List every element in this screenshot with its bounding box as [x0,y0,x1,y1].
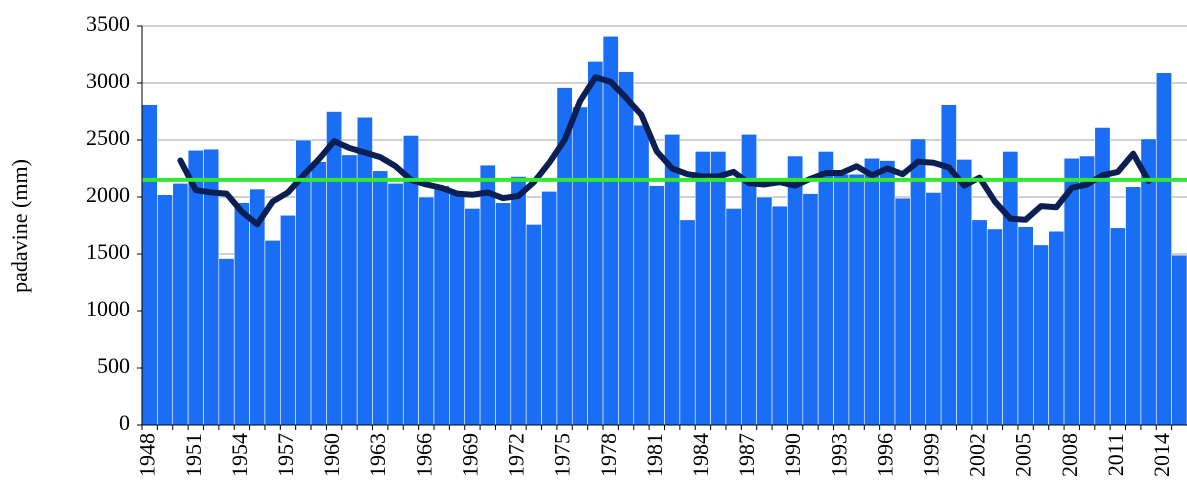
bar [479,164,496,426]
bar [1079,155,1096,426]
bar [495,202,512,426]
x-tick-label: 1990 [780,433,805,477]
bar [1125,186,1142,426]
x-tick-label: 2008 [1057,433,1082,477]
bar [787,155,804,426]
bar [894,197,911,426]
bar [372,170,389,426]
x-tick-label: 1978 [596,433,621,477]
bar [940,104,957,426]
bar [710,151,727,426]
bar [633,124,650,426]
bar [817,151,834,426]
bar [694,151,711,426]
y-tick-label: 3500 [86,11,130,36]
bar [648,185,665,426]
bar [1171,254,1187,426]
x-tick-label: 2011 [1103,433,1128,476]
y-tick-label: 3000 [86,68,130,93]
bar [571,106,588,426]
bar [157,194,174,426]
x-tick-label: 1960 [319,433,344,477]
x-tick-label: 2002 [965,433,990,477]
bar [602,35,619,426]
x-tick-label: 1999 [918,433,943,477]
bar [1048,230,1065,426]
x-tick-label: 1972 [504,433,529,477]
bar [510,176,527,426]
bar [1002,151,1019,426]
x-tick-label: 1966 [411,433,436,477]
bar [771,205,788,426]
y-axis-title: padavine (mm) [7,159,32,293]
bar [341,154,358,426]
y-tick-label: 500 [97,353,130,378]
bar [541,191,558,426]
bar [387,183,404,426]
bar [1109,227,1126,426]
x-tick-label: 1963 [365,433,390,477]
y-tick-label: 1500 [86,239,130,264]
x-tick-label: 1981 [642,433,667,477]
bar [1033,244,1049,426]
bar [679,219,696,426]
bar [172,183,189,426]
bar [725,208,742,426]
x-tick-label: 1948 [135,433,160,477]
x-tick-label: 2014 [1149,433,1174,477]
bar [326,111,343,426]
bar [464,208,481,426]
x-tick-label: 1975 [550,433,575,477]
x-tick-label: 1987 [734,433,759,477]
bar [1017,226,1034,426]
x-tick-label: 1954 [227,433,252,477]
bar [956,159,973,426]
x-tick-label: 1984 [688,433,713,477]
bar [310,161,327,426]
bar [879,160,896,426]
bar [525,224,542,426]
bar [264,240,281,426]
bar [848,173,865,426]
x-tick-label: 1951 [181,433,206,477]
y-tick-label: 2000 [86,182,130,207]
x-tick-label: 2005 [1011,433,1036,477]
x-tick-label: 1993 [826,433,851,477]
bar [802,193,819,426]
x-tick-label: 1957 [273,433,298,477]
bar [833,173,850,426]
bar [141,104,158,426]
bar [863,157,880,426]
bar [971,219,988,426]
y-tick-label: 0 [119,410,130,435]
y-tick-label: 2500 [86,125,130,150]
bar [356,116,373,426]
bar [233,202,250,426]
x-tick-label: 1969 [457,433,482,477]
bar [218,258,235,426]
bar [418,196,435,426]
trend-line [177,74,1152,228]
x-tick-label: 1996 [872,433,897,477]
y-tick-label: 1000 [86,296,130,321]
bar [618,71,635,426]
bar [587,61,604,426]
bar [1155,72,1172,426]
bar [280,214,296,426]
bar [925,192,942,426]
bar [986,228,1003,426]
bar [433,185,450,426]
bar [449,191,466,426]
bar [756,196,773,426]
